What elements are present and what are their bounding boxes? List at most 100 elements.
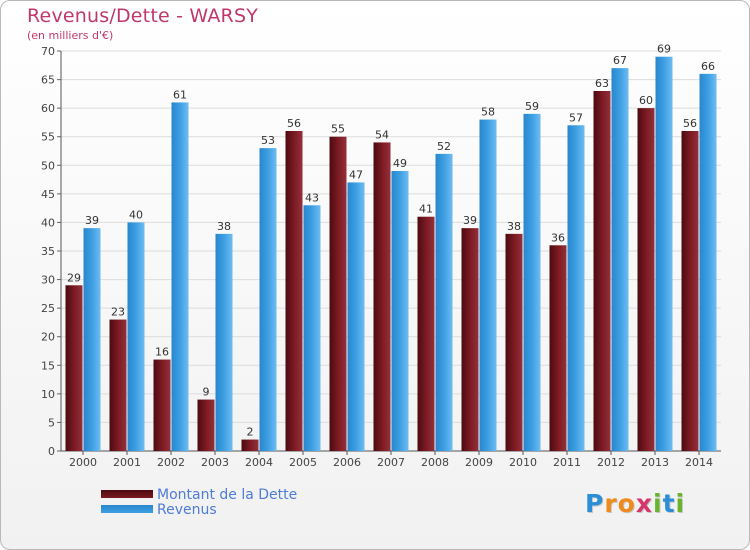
bar-revenue — [127, 222, 145, 451]
data-label-revenue: 69 — [657, 43, 671, 56]
bar-debt — [681, 131, 699, 451]
bar-debt — [153, 359, 171, 451]
y-tick-label: 25 — [41, 302, 55, 315]
logo-letter: i — [653, 489, 663, 518]
data-label-revenue: 40 — [129, 208, 143, 221]
data-label-debt: 41 — [419, 203, 433, 216]
bar-debt — [241, 439, 259, 451]
bar-debt — [461, 228, 479, 451]
y-tick-label: 65 — [41, 74, 55, 87]
y-tick-label: 30 — [41, 274, 55, 287]
chart-title: Revenus/Dette - WARSY — [27, 5, 259, 27]
legend-label-revenue: Revenus — [157, 502, 217, 518]
bar-revenue — [611, 68, 629, 452]
data-label-revenue: 61 — [173, 88, 187, 101]
proxiti-logo: Proxiti — [585, 489, 685, 518]
bar-chart: 0510152025303540455055606570200029392001… — [41, 43, 721, 469]
data-label-revenue: 53 — [261, 134, 275, 147]
bar-debt — [109, 319, 127, 451]
bar-revenue — [303, 205, 321, 451]
legend-swatch-debt — [101, 490, 153, 498]
data-label-revenue: 66 — [701, 60, 715, 73]
y-tick-label: 35 — [41, 245, 55, 258]
y-tick-label: 5 — [48, 416, 55, 429]
bar-revenue — [655, 56, 673, 451]
y-tick-label: 45 — [41, 188, 55, 201]
bar-revenue — [523, 113, 541, 451]
data-label-debt: 56 — [683, 117, 697, 130]
bar-debt — [285, 131, 303, 451]
data-label-debt: 63 — [595, 77, 609, 90]
x-tick-label: 2012 — [597, 456, 625, 469]
y-tick-label: 0 — [48, 445, 55, 458]
bar-debt — [373, 142, 391, 451]
data-label-debt: 39 — [463, 214, 477, 227]
x-tick-label: 2008 — [421, 456, 449, 469]
bar-debt — [65, 285, 83, 451]
x-tick-label: 2005 — [289, 456, 317, 469]
data-label-debt: 55 — [331, 123, 345, 136]
bar-debt — [329, 136, 347, 451]
bar-debt — [505, 233, 523, 451]
data-label-revenue: 39 — [85, 214, 99, 227]
bar-debt — [417, 216, 435, 451]
data-label-debt: 9 — [203, 386, 210, 399]
x-tick-label: 2010 — [509, 456, 537, 469]
bar-debt — [593, 91, 611, 451]
bar-revenue — [171, 102, 189, 451]
legend-label-debt: Montant de la Dette — [157, 487, 298, 503]
bar-revenue — [259, 148, 277, 451]
bar-revenue — [215, 233, 233, 451]
x-tick-label: 2009 — [465, 456, 493, 469]
bar-revenue — [347, 182, 365, 451]
logo-letter: o — [617, 489, 636, 518]
data-label-revenue: 49 — [393, 157, 407, 170]
x-tick-label: 2006 — [333, 456, 361, 469]
data-label-debt: 38 — [507, 220, 521, 233]
bar-revenue — [83, 228, 101, 451]
data-label-revenue: 57 — [569, 111, 583, 124]
data-label-revenue: 67 — [613, 54, 627, 67]
bar-debt — [637, 108, 655, 452]
bar-debt — [197, 399, 215, 451]
x-tick-label: 2013 — [641, 456, 669, 469]
bar-revenue — [391, 171, 409, 451]
y-tick-label: 20 — [41, 331, 55, 344]
x-tick-label: 2011 — [553, 456, 581, 469]
y-tick-label: 60 — [41, 102, 55, 115]
logo-letter: x — [635, 489, 653, 518]
chart-subtitle: (en milliers d'€) — [27, 29, 114, 42]
y-tick-label: 55 — [41, 131, 55, 144]
bar-revenue — [567, 125, 585, 452]
x-tick-label: 2004 — [245, 456, 273, 469]
data-label-revenue: 58 — [481, 106, 495, 119]
logo-letter: P — [585, 489, 605, 518]
data-label-revenue: 47 — [349, 168, 363, 181]
x-tick-label: 2000 — [69, 456, 97, 469]
data-label-debt: 54 — [375, 128, 389, 141]
x-tick-label: 2003 — [201, 456, 229, 469]
data-label-debt: 16 — [155, 346, 169, 359]
legend-swatch-revenue — [101, 505, 153, 513]
bar-debt — [549, 245, 567, 451]
y-tick-label: 15 — [41, 359, 55, 372]
x-tick-label: 2001 — [113, 456, 141, 469]
logo-letter: r — [604, 489, 618, 518]
bar-revenue — [435, 153, 453, 451]
data-label-revenue: 43 — [305, 191, 319, 204]
data-label-debt: 2 — [247, 426, 254, 439]
data-label-revenue: 38 — [217, 220, 231, 233]
y-tick-label: 50 — [41, 159, 55, 172]
data-label-debt: 60 — [639, 94, 653, 107]
data-label-debt: 29 — [67, 271, 81, 284]
x-tick-label: 2007 — [377, 456, 405, 469]
y-tick-label: 40 — [41, 216, 55, 229]
x-tick-label: 2002 — [157, 456, 185, 469]
data-label-revenue: 52 — [437, 140, 451, 153]
logo-letter: t — [662, 489, 676, 518]
data-label-debt: 36 — [551, 231, 565, 244]
data-label-debt: 56 — [287, 117, 301, 130]
bar-revenue — [479, 119, 497, 452]
y-tick-label: 70 — [41, 45, 55, 58]
